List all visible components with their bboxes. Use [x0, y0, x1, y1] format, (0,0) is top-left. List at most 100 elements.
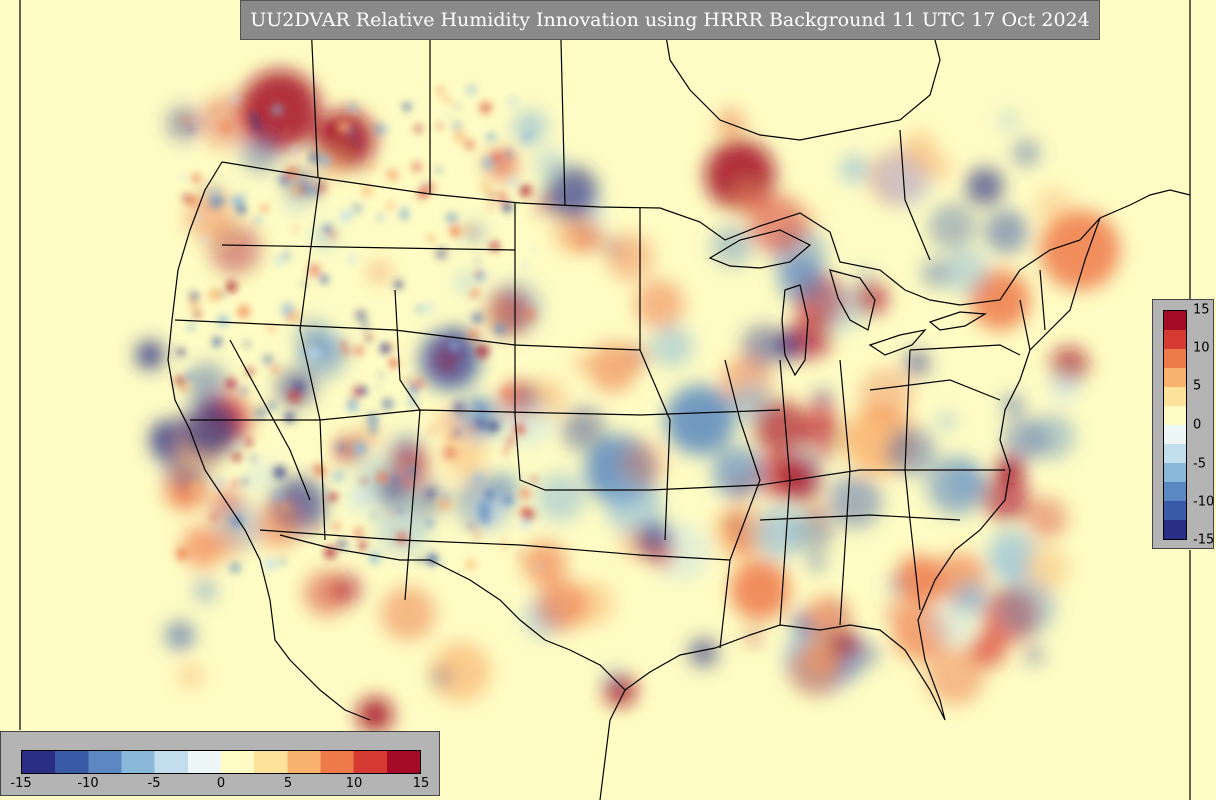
innovation-blob — [731, 478, 750, 496]
innovation-speck — [487, 421, 500, 433]
innovation-speck — [368, 425, 378, 435]
innovation-speck — [365, 334, 372, 342]
colorbar-tick: -10 — [1193, 494, 1215, 510]
colorbar-tick: 0 — [216, 776, 226, 791]
innovation-blob — [245, 458, 280, 493]
innovation-speck — [402, 102, 411, 111]
innovation-speck — [449, 341, 460, 352]
innovation-blob — [886, 426, 936, 476]
innovation-blob — [954, 580, 989, 615]
innovation-speck — [211, 336, 223, 347]
innovation-blob — [433, 345, 463, 375]
innovation-speck — [474, 417, 488, 431]
innovation-speck — [179, 383, 190, 394]
colorbar-tick: -15 — [10, 776, 32, 791]
innovation-speck — [479, 101, 492, 115]
innovation-blob — [254, 502, 301, 549]
innovation-speck — [260, 204, 269, 213]
innovation-blob — [444, 435, 486, 477]
state-line — [221, 244, 516, 251]
innovation-blob — [730, 560, 790, 620]
innovation-speck — [390, 511, 395, 517]
lake-ontario — [928, 311, 987, 331]
innovation-speck — [429, 428, 435, 433]
innovation-speck — [188, 298, 200, 310]
innovation-speck — [394, 280, 403, 289]
innovation-blob — [634, 279, 684, 329]
innovation-speck — [361, 477, 367, 484]
innovation-blob — [181, 400, 239, 458]
innovation-blob — [649, 542, 674, 568]
innovation-blob — [741, 324, 786, 369]
innovation-speck — [482, 516, 487, 522]
innovation-blob — [535, 472, 586, 523]
innovation-blob — [1034, 186, 1073, 226]
colorbar-tick: 5 — [1193, 378, 1202, 394]
innovation-blob — [928, 202, 977, 251]
innovation-speck — [176, 547, 188, 560]
innovation-blob — [808, 554, 826, 571]
innovation-speck — [454, 103, 460, 109]
innovation-speck — [519, 506, 532, 519]
state-line — [394, 289, 421, 601]
innovation-blob — [409, 480, 446, 517]
innovation-blob — [552, 210, 596, 254]
innovation-speck — [353, 441, 367, 456]
innovation-speck — [407, 397, 418, 408]
innovation-blob — [522, 541, 567, 586]
innovation-speck — [417, 189, 428, 199]
innovation-speck — [522, 307, 537, 322]
innovation-speck — [437, 122, 443, 129]
innovation-speck — [281, 503, 290, 512]
innovation-speck — [435, 167, 442, 174]
innovation-speck — [353, 527, 364, 538]
innovation-speck — [466, 328, 480, 342]
innovation-speck — [232, 451, 242, 462]
innovation-speck — [368, 551, 382, 565]
colorbar-tick: 10 — [1193, 340, 1210, 356]
innovation-speck — [490, 241, 500, 252]
colorbar-tick: -10 — [77, 776, 99, 791]
innovation-speck — [471, 471, 485, 485]
innovation-speck — [351, 202, 363, 214]
innovation-blob — [136, 341, 164, 369]
innovation-blob — [651, 325, 694, 368]
innovation-speck — [376, 471, 389, 484]
innovation-speck — [214, 477, 226, 489]
innovation-speck — [378, 373, 383, 378]
innovation-speck — [488, 203, 494, 210]
innovation-speck — [417, 557, 424, 564]
innovation-speck — [176, 347, 186, 357]
innovation-speck — [475, 344, 490, 358]
state-line — [639, 208, 671, 541]
innovation-speck — [268, 325, 275, 332]
innovation-blob — [560, 406, 606, 452]
innovation-speck — [413, 377, 425, 390]
innovation-speck — [475, 258, 481, 264]
innovation-speck — [465, 559, 476, 570]
innovation-speck — [353, 344, 365, 357]
innovation-speck — [377, 385, 382, 390]
innovation-blob — [753, 506, 806, 559]
innovation-speck — [443, 96, 451, 104]
hudson-bay — [659, 0, 941, 141]
colorbar-tick: 10 — [345, 776, 363, 791]
innovation-speck — [437, 87, 445, 95]
innovation-speck — [290, 145, 299, 154]
innovation-speck — [386, 201, 394, 210]
innovation-speck — [282, 250, 292, 261]
innovation-speck — [323, 225, 333, 234]
innovation-speck — [332, 522, 341, 531]
innovation-blob — [840, 154, 869, 184]
innovation-speck — [382, 125, 390, 132]
innovation-blob — [828, 474, 883, 529]
innovation-speck — [229, 562, 241, 574]
innovation-speck — [292, 184, 303, 195]
innovation-speck — [336, 538, 349, 551]
innovation-speck — [361, 185, 373, 197]
innovation-speck — [496, 191, 509, 203]
innovation-speck — [335, 442, 346, 453]
innovation-speck — [187, 373, 194, 380]
lake-erie — [868, 329, 927, 356]
